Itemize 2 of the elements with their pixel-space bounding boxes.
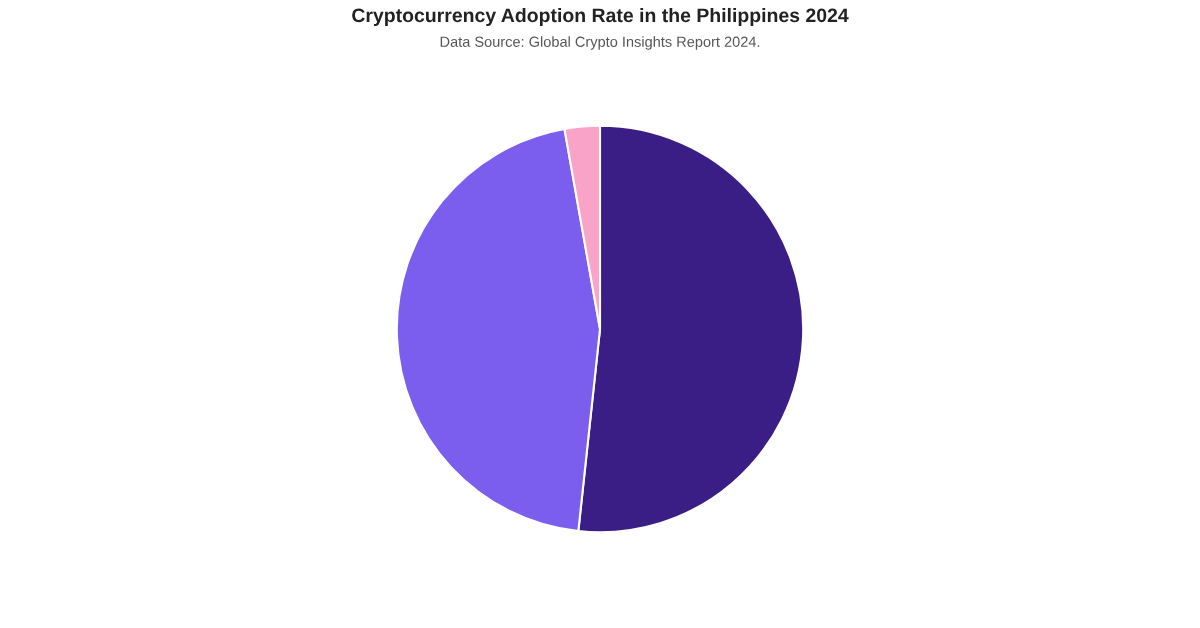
chart-subtitle: Data Source: Global Crypto Insights Report 2024.	[440, 36, 760, 50]
chart-title: Cryptocurrency Adoption Rate in the Philippines 2024	[352, 7, 849, 27]
